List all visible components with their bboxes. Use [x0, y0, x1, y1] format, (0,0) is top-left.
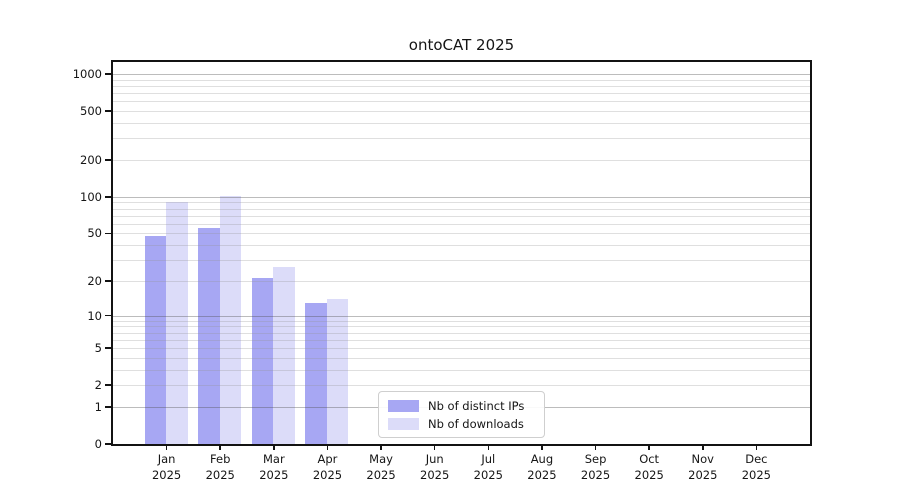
x-tick-mark: [487, 444, 490, 450]
y-tick-mark: [105, 73, 111, 75]
gridline-minor: [113, 245, 810, 247]
gridline-minor: [113, 320, 810, 322]
x-tick-mark: [326, 444, 329, 450]
gridline-minor: [113, 223, 810, 225]
y-tick-mark: [105, 195, 111, 198]
bar-distinct-ips: [144, 235, 167, 444]
x-tick-mark: [273, 444, 275, 450]
y-tick-mark: [105, 384, 111, 386]
legend-swatch-downloads: [388, 418, 419, 430]
y-tick-mark: [105, 232, 111, 235]
x-tick-label: Sep 2025: [580, 452, 611, 482]
x-tick-mark: [380, 444, 382, 450]
x-tick-label: Dec 2025: [741, 452, 772, 482]
gridline-major: [113, 73, 810, 75]
gridline-minor: [113, 332, 810, 334]
gridline-minor: [113, 385, 810, 387]
bar-downloads: [219, 195, 242, 444]
legend-label: Nb of downloads: [428, 417, 524, 431]
gridline-major: [113, 315, 810, 317]
x-tick-mark: [219, 444, 222, 450]
y-tick-label: 5: [94, 341, 102, 356]
gridline-minor: [113, 369, 810, 371]
gridline-minor: [113, 326, 810, 328]
y-tick-mark: [105, 280, 111, 282]
gridline-minor: [113, 339, 810, 341]
gridline-minor: [113, 348, 810, 350]
y-tick-mark: [105, 443, 111, 445]
y-tick-label: 20: [87, 273, 102, 288]
x-tick-mark: [165, 444, 168, 450]
gridline-minor: [113, 111, 810, 113]
x-tick-label: Feb 2025: [205, 452, 235, 482]
x-tick-mark: [594, 444, 597, 450]
y-tick-label: 1000: [72, 66, 102, 81]
y-tick-label: 2: [94, 378, 102, 393]
legend-row: Nb of downloads: [388, 416, 535, 432]
bar-distinct-ips: [305, 302, 327, 444]
y-tick-label: 200: [80, 152, 102, 167]
x-tick-label: Jun 2025: [420, 452, 450, 482]
bar-distinct-ips: [251, 278, 274, 444]
y-tick-label: 0: [94, 437, 102, 451]
x-tick-label: Jul 2025: [473, 452, 503, 482]
x-tick-label: Nov 2025: [688, 452, 718, 482]
y-tick-label: 100: [80, 189, 102, 204]
gridline-minor: [113, 215, 810, 217]
x-tick-label: Oct 2025: [634, 452, 664, 482]
x-tick-mark: [433, 444, 436, 450]
y-tick-label: 500: [80, 104, 102, 119]
gridline-minor: [113, 233, 810, 235]
y-tick-label: 50: [87, 226, 102, 241]
gridline-minor: [113, 159, 810, 161]
x-tick-mark: [755, 444, 758, 450]
gridline-minor: [113, 93, 810, 95]
legend-swatch-distinct-ips: [388, 400, 419, 412]
legend-label: Nb of distinct IPs: [428, 399, 525, 413]
x-tick-label: Aug 2025: [527, 452, 557, 482]
gridline-major: [113, 196, 810, 198]
gridline-minor: [113, 357, 810, 359]
x-tick-mark: [541, 444, 543, 450]
legend: Nb of distinct IPs Nb of downloads: [378, 391, 545, 438]
x-tick-label: Mar 2025: [259, 452, 289, 482]
y-tick-label: 1: [94, 399, 102, 414]
y-tick-mark: [105, 314, 111, 317]
gridline-minor: [113, 122, 810, 124]
bar-downloads: [273, 267, 295, 444]
x-tick-mark: [648, 444, 650, 450]
y-tick-label: 10: [87, 308, 102, 323]
gridline-minor: [113, 79, 810, 81]
chart-title: ontoCAT 2025: [408, 36, 515, 54]
bar-downloads: [326, 298, 349, 444]
gridline-minor: [113, 101, 810, 103]
y-tick-mark: [105, 110, 111, 112]
y-tick-mark: [105, 347, 111, 349]
gridline-minor: [113, 202, 810, 204]
gridline-minor: [113, 208, 810, 210]
y-tick-mark: [105, 159, 111, 161]
gridline-minor: [113, 85, 810, 87]
gridline-minor: [113, 138, 810, 140]
gridline-minor: [113, 280, 810, 282]
y-tick-mark: [105, 406, 111, 408]
x-tick-mark: [701, 444, 704, 450]
x-tick-label: Jan 2025: [151, 452, 182, 482]
legend-row: Nb of distinct IPs: [388, 398, 535, 414]
gridline-minor: [113, 260, 810, 262]
bar-downloads: [166, 202, 188, 444]
x-tick-label: May 2025: [366, 452, 396, 482]
bar-distinct-ips: [198, 228, 220, 444]
x-tick-label: Apr 2025: [312, 452, 343, 482]
